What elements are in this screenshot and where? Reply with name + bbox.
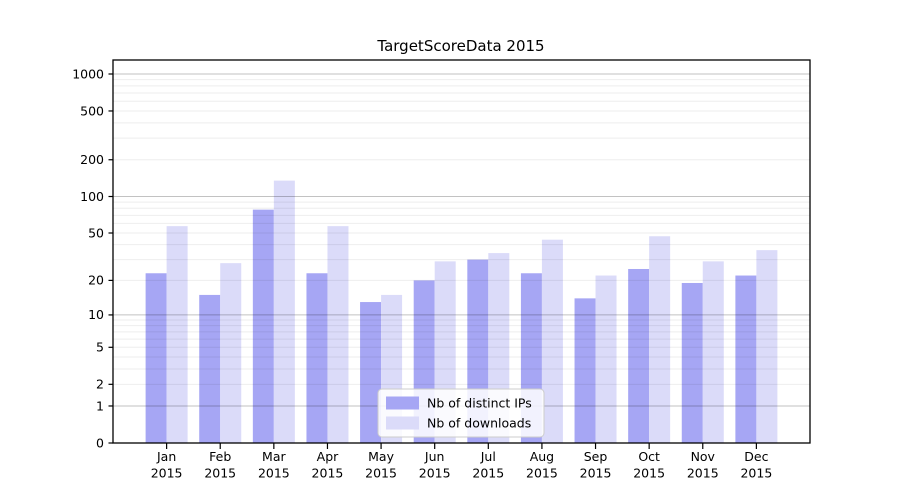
x-tick-label-month: Oct bbox=[638, 449, 660, 464]
grid-layer bbox=[113, 73, 810, 407]
x-tick-label-month: May bbox=[368, 449, 394, 464]
bar-distinct-ips-nov bbox=[681, 282, 703, 443]
bar-distinct-ips-apr bbox=[306, 273, 328, 443]
legend-box bbox=[377, 388, 545, 438]
legend: Nb of distinct IPs Nb of downloads bbox=[377, 388, 545, 438]
x-tick-label-year: 2015 bbox=[526, 466, 558, 481]
y-tick-label: 1000 bbox=[72, 66, 104, 81]
x-tick-label-month: Nov bbox=[691, 449, 716, 464]
x-tick-label-year: 2015 bbox=[580, 466, 612, 481]
bar-distinct-ips-feb bbox=[199, 294, 221, 443]
y-tick-label: 1 bbox=[96, 398, 104, 413]
x-tick-label-month: Apr bbox=[317, 449, 339, 464]
bar-distinct-ips-may bbox=[360, 302, 382, 443]
y-tick-label: 500 bbox=[80, 103, 104, 118]
bar-distinct-ips-mar bbox=[252, 209, 274, 443]
y-tick-label: 20 bbox=[88, 273, 104, 288]
x-tick-label-month: Aug bbox=[530, 449, 554, 464]
bar-downloads-jan bbox=[166, 226, 188, 443]
y-tick-label: 200 bbox=[80, 152, 104, 167]
x-tick-label-year: 2015 bbox=[472, 466, 504, 481]
bar-downloads-mar bbox=[273, 180, 295, 443]
x-tick-label-month: Dec bbox=[744, 449, 768, 464]
bar-downloads-dec bbox=[756, 250, 778, 443]
y-tick-label: 2 bbox=[96, 377, 104, 392]
bar-downloads-nov bbox=[702, 261, 724, 443]
x-tick-label-month: Sep bbox=[584, 449, 608, 464]
legend-label-distinct-ips: Nb of distinct IPs bbox=[427, 396, 532, 411]
bar-downloads-aug bbox=[541, 239, 563, 443]
ticks-layer: 10005002001005020105210Jan2015Feb2015Mar… bbox=[72, 66, 772, 480]
y-tick-label: 0 bbox=[96, 435, 104, 450]
x-tick-label-year: 2015 bbox=[687, 466, 719, 481]
legend-label-downloads: Nb of downloads bbox=[427, 416, 531, 431]
x-tick-label-year: 2015 bbox=[258, 466, 290, 481]
bar-distinct-ips-sep bbox=[574, 298, 596, 443]
bar-distinct-ips-dec bbox=[735, 275, 757, 443]
x-tick-label-month: Jul bbox=[480, 449, 496, 464]
x-tick-label-year: 2015 bbox=[204, 466, 236, 481]
bar-downloads-oct bbox=[649, 236, 671, 443]
legend-swatch-distinct-ips bbox=[386, 396, 419, 410]
chart-title: TargetScoreData 2015 bbox=[376, 37, 544, 55]
x-tick-label-month: Mar bbox=[262, 449, 286, 464]
x-tick-label-year: 2015 bbox=[633, 466, 665, 481]
x-tick-label-month: Feb bbox=[209, 449, 231, 464]
bar-downloads-sep bbox=[595, 275, 617, 443]
y-tick-label: 50 bbox=[88, 225, 104, 240]
plot-border bbox=[112, 59, 811, 444]
x-tick-label-month: Jun bbox=[424, 449, 445, 464]
x-tick-label-month: Jan bbox=[156, 449, 176, 464]
x-tick-label-year: 2015 bbox=[419, 466, 451, 481]
y-tick-label: 5 bbox=[96, 340, 104, 355]
y-tick-label: 100 bbox=[80, 189, 104, 204]
x-tick-label-year: 2015 bbox=[312, 466, 344, 481]
x-tick-label-year: 2015 bbox=[365, 466, 397, 481]
bar-downloads-feb bbox=[220, 263, 242, 443]
legend-swatch-downloads bbox=[386, 416, 419, 430]
bar-distinct-ips-oct bbox=[628, 268, 650, 443]
y-tick-label: 10 bbox=[88, 307, 104, 322]
bar-downloads-apr bbox=[327, 226, 349, 443]
x-tick-label-year: 2015 bbox=[151, 466, 183, 481]
x-tick-label-year: 2015 bbox=[740, 466, 772, 481]
bar-distinct-ips-jan bbox=[145, 273, 167, 443]
